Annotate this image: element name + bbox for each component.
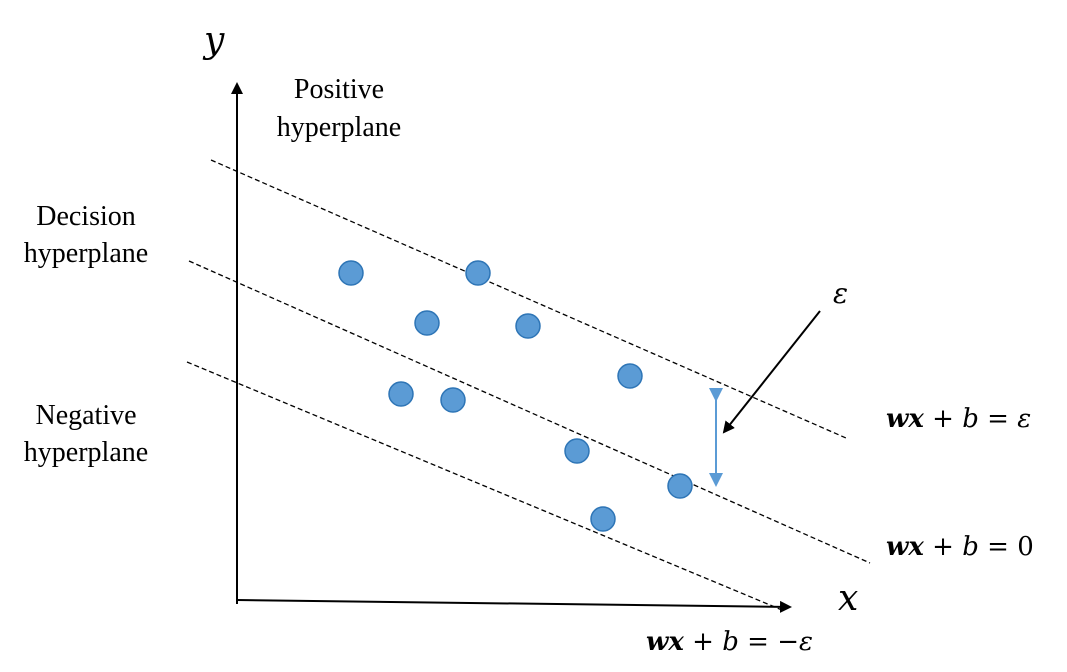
- data-point: [590, 506, 616, 532]
- epsilon-label: ε: [833, 277, 848, 310]
- data-point: [388, 381, 414, 407]
- positive-hyperplane-label-line2: hyperplane: [277, 112, 401, 143]
- decision-hyperplane-label-line1: Decision: [36, 201, 136, 232]
- x-axis-label: x: [838, 578, 858, 619]
- decision-hyperplane-line: [188, 260, 871, 564]
- epsilon-pointer-arrow: [722, 310, 821, 434]
- decision-hyperplane-equation: wx + b = 0: [886, 532, 1034, 562]
- data-point: [564, 438, 590, 464]
- data-point: [465, 260, 491, 286]
- data-points: [338, 260, 693, 532]
- data-point: [667, 473, 693, 499]
- y-axis-label: y: [202, 20, 225, 61]
- data-point: [338, 260, 364, 286]
- negative-hyperplane-line: [186, 361, 783, 611]
- x-axis: [236, 599, 792, 613]
- decision-hyperplane-label-line2: hyperplane: [24, 238, 148, 269]
- negative-hyperplane-label-line2: hyperplane: [24, 437, 148, 468]
- positive-hyperplane-label-line1: Positive: [294, 74, 384, 105]
- negative-hyperplane-equation: wx + b = −ε: [646, 627, 813, 657]
- data-point: [617, 363, 643, 389]
- positive-hyperplane-line: [210, 159, 847, 439]
- data-point: [515, 313, 541, 339]
- positive-hyperplane-equation: wx + b = ε: [886, 404, 1031, 434]
- data-point: [440, 387, 466, 413]
- data-point: [414, 310, 440, 336]
- negative-hyperplane-label-line1: Negative: [35, 400, 136, 431]
